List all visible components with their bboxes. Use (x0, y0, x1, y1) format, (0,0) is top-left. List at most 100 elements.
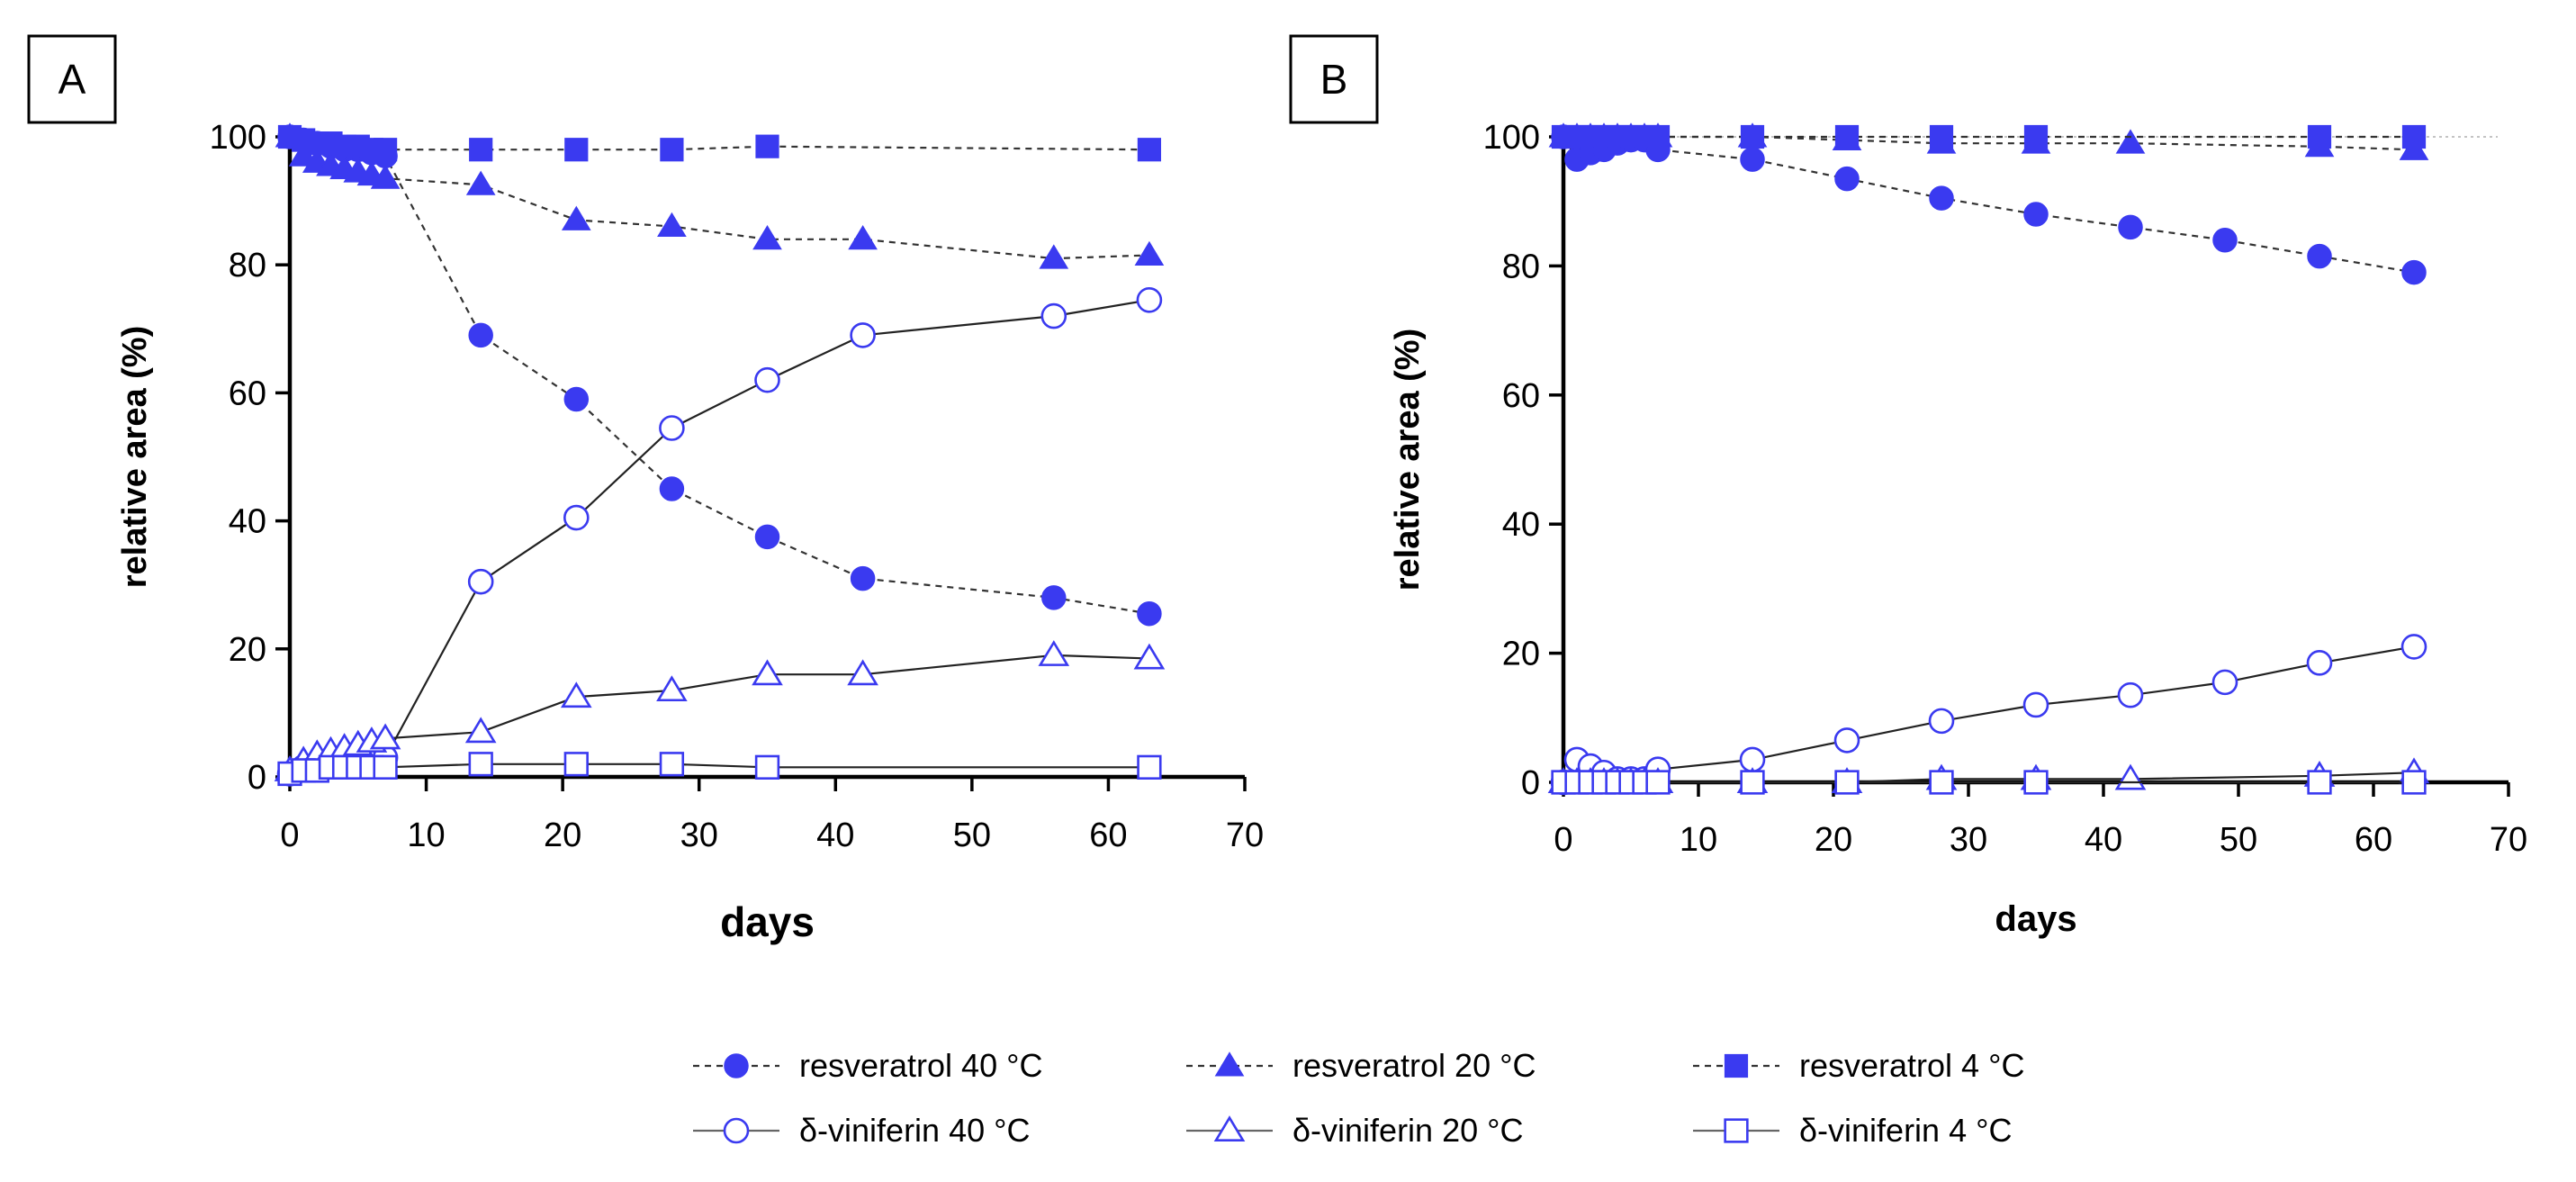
panel-a-series-delta-viniferin-20-c-point (1038, 640, 1070, 666)
panel-a-series-delta-viniferin-20-c-point (369, 723, 401, 750)
panel-b-series-delta-viniferin-40-c (1550, 634, 2427, 796)
panel-b-series-resveratrol-4-c-point (1834, 124, 1860, 149)
legend-item-resveratrol-4-c: resveratrol 4 °C (1693, 1047, 2024, 1084)
panel-a-series-resveratrol-4-c-point (1137, 138, 1162, 162)
panel-b-series-delta-viniferin-40-c-point (2400, 634, 2427, 660)
panel-a-series-delta-viniferin-20-c-point (560, 681, 592, 708)
panel-b-series-resveratrol-4-c-point (2307, 124, 2332, 149)
panel-a-series-delta-viniferin-4-c-point (659, 752, 685, 777)
panel-b-x-tick-label: 70 (2490, 821, 2527, 859)
panel-b-series-delta-viniferin-4-c-point (2401, 770, 2427, 795)
panel-a-series-delta-viniferin-40-c-line (289, 299, 1150, 775)
panel-a-y-tick-label: 60 (229, 374, 266, 412)
panel-a-series-delta-viniferin-40-c-point (754, 366, 780, 393)
panel-a-series-delta-viniferin-40-c-point (467, 568, 494, 595)
panel-b-series-resveratrol-20-c-point (2115, 129, 2146, 154)
panel-b-series-resveratrol-40-c-line (1563, 136, 2415, 274)
panel-b-letter: B (1320, 56, 1348, 103)
panel-a-x-tick-label: 60 (1089, 817, 1127, 854)
panel-b-series-delta-viniferin-4-c-point (2023, 770, 2049, 795)
panel-b-series-resveratrol-4-c-point (2023, 124, 2049, 149)
panel-b-series-delta-viniferin-40-c-line (1563, 645, 2415, 783)
legend-item-resveratrol-20-c: resveratrol 20 °C (1186, 1047, 1536, 1084)
legend-item-resveratrol-40-c-marker (724, 1053, 749, 1078)
panel-a-series-delta-viniferin-20-c-point (1133, 643, 1166, 670)
panel-b-x-tick-label: 10 (1680, 821, 1717, 859)
panel-a-x-tick-label: 70 (1226, 817, 1264, 854)
panel-b-series-resveratrol-40-c-point (2023, 202, 2049, 227)
panel-b-x-tick-label: 0 (1554, 821, 1572, 859)
legend-item-resveratrol-40-c: resveratrol 40 °C (693, 1047, 1043, 1084)
panel-b-series-delta-viniferin-40-c-point (1928, 708, 1955, 735)
legend-item-delta-viniferin-20-c-marker (1213, 1115, 1246, 1142)
panel-a-y-axis-title: relative area (%) (116, 326, 154, 589)
panel-b-series-resveratrol-4-c (1551, 124, 2427, 149)
panel-a-series-resveratrol-4-c-point (660, 138, 684, 162)
panel-a-series-resveratrol-40-c-point (1041, 585, 1067, 610)
panel-a-series-resveratrol-20-c (275, 122, 1165, 269)
panel-a-y-tick-label: 20 (229, 631, 266, 669)
legend-item-delta-viniferin-4-c: δ-viniferin 4 °C (1693, 1112, 2013, 1149)
panel-b-series-resveratrol-4-c-point (2401, 124, 2427, 149)
legend-item-resveratrol-20-c-label: resveratrol 20 °C (1293, 1047, 1536, 1084)
panel-b-series-delta-viniferin-40-c-point (1833, 727, 1860, 753)
panel-a-series-resveratrol-20-c-point (752, 225, 782, 250)
panel-a-y-tick-label: 80 (229, 247, 266, 284)
panel-a-series-resveratrol-40-c-point (850, 565, 876, 591)
panel-b-series-delta-viniferin-40-c-point (2306, 650, 2333, 676)
panel-a-series-resveratrol-40-c-point (563, 386, 590, 412)
panel-a-series-delta-viniferin-20-c-point (656, 675, 688, 702)
panel-b-series-delta-viniferin-4-c-point (1645, 770, 1671, 795)
panel-b-x-tick-label: 60 (2355, 821, 2392, 859)
panel-a-series-delta-viniferin-20-c-line (289, 654, 1149, 771)
panel-b-series-delta-viniferin-40-c-point (2211, 669, 2238, 696)
panel-b-x-tick-label: 50 (2220, 821, 2257, 859)
panel-a-series-resveratrol-4-c-point (374, 138, 398, 162)
panel-b-letter-box (1289, 34, 1379, 124)
panel-a-series-delta-viniferin-4-c-point (754, 754, 780, 780)
panel-a-series-resveratrol-4-c (277, 124, 1162, 162)
legend-item-delta-viniferin-4-c-marker (1724, 1118, 1749, 1143)
panel-b-series-delta-viniferin-4-c (1551, 770, 2427, 795)
panel-a-x-tick-label: 20 (544, 817, 581, 854)
panel-a-series-resveratrol-20-c-point (561, 205, 591, 230)
panel-a-series-delta-viniferin-20-c-point (464, 717, 497, 744)
panel-a-y-tick-label: 0 (248, 759, 266, 797)
panel-a-series-resveratrol-4-c-point (469, 138, 493, 162)
panel-b-series-resveratrol-4-c-point (1929, 124, 1954, 149)
panel-b-series-resveratrol-40-c-point (2307, 243, 2332, 269)
panel-b-series-resveratrol-4-c-point (1645, 124, 1671, 149)
panel-a-series-resveratrol-40-c-line (289, 135, 1150, 615)
panel-b-series-resveratrol-40-c-point (1834, 166, 1860, 192)
panel-a-series-delta-viniferin-4-c-point (563, 752, 589, 777)
panel-a-series-delta-viniferin-20-c-point (752, 659, 783, 686)
panel-a-y-tick-label: 40 (229, 503, 266, 541)
panel-b-chart: B 0 10 20 30 40 50 60 70 0 20 40 60 80 100 days relative… (1289, 34, 2527, 939)
panel-a-series-resveratrol-20-c-point (1039, 244, 1069, 269)
legend-item-delta-viniferin-40-c-marker (723, 1117, 750, 1144)
panel-a-series-delta-viniferin-4-c-point (1137, 754, 1162, 780)
panel-b-x-axis-title: days (1995, 899, 2076, 939)
panel-b-series-resveratrol-20-c-line (1563, 135, 2415, 151)
panel-b-y-tick-label: 60 (1502, 377, 1540, 415)
panel-b-series-delta-viniferin-4-c-point (1834, 770, 1860, 795)
panel-a-x-tick-label: 50 (953, 817, 991, 854)
panel-a-series-resveratrol-20-c-point (657, 212, 687, 238)
panel-b-series-resveratrol-40-c-point (2118, 214, 2143, 240)
panel-a-x-tick-label: 0 (280, 817, 299, 854)
panel-a-series-resveratrol-4-c-line (289, 135, 1149, 151)
panel-b-series-delta-viniferin-20-c-point (2114, 763, 2147, 790)
legend-item-delta-viniferin-20-c: δ-viniferin 20 °C (1186, 1112, 1524, 1149)
panel-b-y-tick-label: 80 (1502, 248, 1540, 285)
panel-a-series-resveratrol-40-c-point (754, 524, 780, 550)
panel-a-series-resveratrol-20-c-point (1134, 240, 1165, 266)
panel-b-series-delta-viniferin-40-c-point (2117, 681, 2144, 708)
panel-b-series-resveratrol-40-c-point (2401, 259, 2427, 285)
legend: resveratrol 40 °C resveratrol 20 °C resver… (693, 1047, 2024, 1149)
legend-item-resveratrol-40-c-label: resveratrol 40 °C (799, 1047, 1043, 1084)
panel-b-series-resveratrol-20-c (1548, 122, 2429, 160)
panel-a-chart: A 0 10 20 30 40 50 60 70 0 20 40 60 80 100 days relative… (27, 34, 1264, 945)
panel-b-series-resveratrol-40-c (1551, 124, 2427, 285)
panel-a-series-resveratrol-40-c-point (659, 476, 685, 501)
